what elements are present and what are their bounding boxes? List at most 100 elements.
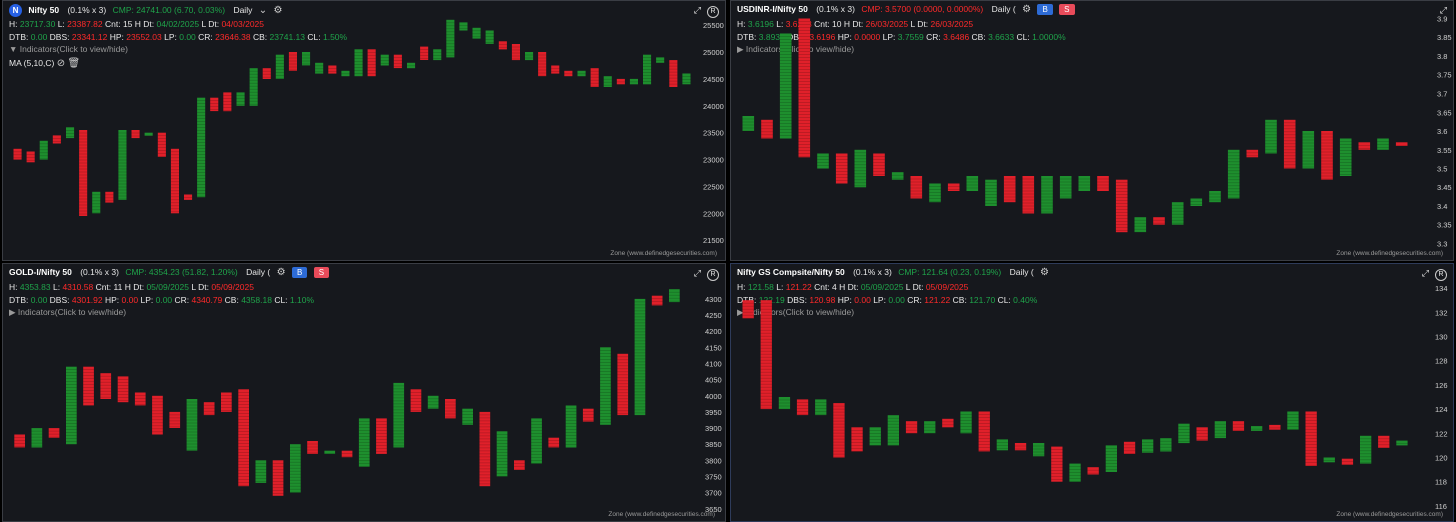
brick-up [324, 450, 336, 454]
y-tick-label: 3.8 [1437, 52, 1447, 61]
reset-icon[interactable]: R [707, 269, 719, 281]
cmp: CMP: 4354.23 (51.82, 1.20%) [125, 267, 238, 277]
brick-up [778, 397, 791, 410]
brick-chart: 3.9 3.85 3.8 3.75 3.7 3.65 3.6 3.55 3.5 3.45 3.4 3.… [742, 15, 1452, 249]
brick-down [761, 119, 773, 139]
brick-up [92, 191, 101, 214]
indicators-toggle[interactable]: ▼ Indicators(Click to view/hide) [9, 44, 128, 54]
panel-controls: ⤢ R [1416, 268, 1447, 281]
brick-down [1123, 441, 1136, 454]
indicators-toggle[interactable]: ▶ Indicators(Click to view/hide) [737, 307, 855, 317]
symbol-title[interactable]: GOLD-I/Nifty 50 [9, 267, 72, 277]
y-tick-label: 126 [1435, 381, 1448, 390]
gear-icon[interactable]: ⚙ [1040, 267, 1050, 278]
gear-icon[interactable]: ⚙ [276, 267, 286, 278]
buy-button[interactable]: B [291, 267, 308, 278]
fullscreen-icon[interactable]: ⤢ [1421, 268, 1429, 278]
chart-panel-usdinr[interactable]: USDINR-I/Nifty 50 (0.1% x 3) CMP: 3.5700… [730, 0, 1454, 261]
sell-button[interactable]: S [313, 267, 330, 278]
brick-up [966, 176, 979, 191]
indicators-toggle[interactable]: ▶ Indicators(Click to view/hide) [9, 307, 127, 317]
y-tick-label: 23500 [703, 129, 724, 138]
chart-panel-gs-composite[interactable]: Nifty GS Compsite/Nifty 50 (0.1% x 3) CM… [730, 263, 1454, 522]
brick-up [186, 399, 198, 451]
y-tick-label: 3.45 [1437, 183, 1452, 192]
brick-up [669, 289, 680, 303]
brick-down [1395, 142, 1408, 146]
brick-down [1022, 176, 1035, 214]
brick-down [651, 295, 663, 306]
brick-up [275, 54, 284, 79]
brick-down [590, 68, 599, 87]
brick-down [100, 373, 112, 399]
brick-up [118, 130, 127, 200]
brick-down [170, 148, 179, 214]
box-size: (0.1% x 3) [853, 267, 892, 277]
brick-down [498, 41, 507, 50]
reset-icon[interactable]: R [707, 6, 719, 18]
trash-icon[interactable]: 🗑 [67, 58, 81, 69]
fullscreen-icon[interactable]: ⤢ [693, 5, 701, 15]
brick-chart: 4300 4250 4200 4150 4100 4050 4000 3950 3900 3850… [14, 289, 722, 514]
y-tick-label: 4050 [705, 376, 722, 385]
brick-up [815, 399, 827, 416]
brick-down [582, 408, 594, 422]
brick-down [1269, 424, 1281, 430]
buy-button[interactable]: B [1037, 4, 1053, 15]
brick-down [910, 176, 923, 199]
brick-up [929, 183, 941, 203]
fullscreen-icon[interactable]: ⤢ [693, 268, 701, 278]
brick-down [669, 60, 678, 87]
brick-down [835, 153, 848, 184]
brick-up [629, 78, 638, 85]
brick-down [48, 428, 60, 438]
brick-chart: 134 132 130 128 126 124 122 120 118 116 [742, 284, 1448, 511]
brick-up [565, 405, 577, 448]
timeframe-select[interactable]: Daily ( [991, 4, 1016, 14]
sell-button[interactable]: S [1059, 4, 1075, 15]
stats-row-1: H: 4353.83 L: 4310.58 Cnt: 11 H Dt: 05/0… [9, 282, 254, 292]
brick-up [1209, 191, 1221, 203]
y-tick-label: 4100 [705, 360, 722, 369]
brick-up [1160, 438, 1172, 452]
brick-up [485, 30, 494, 44]
brick-down [13, 148, 22, 160]
brick-down [760, 300, 772, 410]
brick-up [869, 427, 881, 446]
box-size: (0.1% x 3) [67, 4, 107, 15]
chart-panel-gold[interactable]: GOLD-I/Nifty 50 (0.1% x 3) CMP: 4354.23 … [2, 263, 726, 522]
brick-up [682, 73, 691, 85]
brick-down [131, 130, 140, 139]
gear-icon[interactable]: ⚙ [273, 4, 283, 16]
timeframe-select[interactable]: Daily [233, 4, 253, 15]
brick-up [66, 127, 75, 139]
chevron-down-icon[interactable]: ⌄ [258, 4, 268, 16]
brick-down [238, 389, 249, 487]
ma-indicator[interactable]: MA (5,10,C) ⊘ 🗑 [9, 58, 81, 69]
brick-down [905, 421, 918, 434]
timeframe-select[interactable]: Daily ( [246, 267, 271, 277]
brick-down [262, 68, 271, 79]
brick-up [1069, 463, 1081, 482]
brick-down [564, 70, 573, 77]
y-tick-label: 24500 [703, 75, 724, 84]
symbol-title[interactable]: Nifty GS Compsite/Nifty 50 [737, 267, 845, 277]
symbol-title[interactable]: USDINR-I/Nifty 50 [737, 4, 808, 14]
brick-up [380, 54, 389, 66]
brick-up [924, 421, 936, 434]
brick-up [315, 62, 324, 74]
brick-down [221, 392, 232, 412]
brick-down [947, 183, 960, 191]
gear-icon[interactable]: ⚙ [1022, 4, 1032, 15]
brick-up [459, 22, 468, 31]
timeframe-select[interactable]: Daily ( [1009, 267, 1034, 277]
stats-row-1: H: 23717.30 L: 23387.82 Cnt: 15 H Dt: 04… [9, 19, 264, 29]
fullscreen-icon[interactable]: ⤢ [1439, 5, 1447, 15]
symbol-title[interactable]: Nifty 50 [28, 4, 60, 15]
chart-panel-nifty[interactable]: N Nifty 50 (0.1% x 3) CMP: 24741.00 (6.7… [2, 0, 726, 261]
brick-down [410, 389, 422, 412]
brick-up [446, 19, 455, 58]
eye-off-icon[interactable]: ⊘ [56, 58, 66, 69]
brick-up [525, 52, 534, 61]
reset-icon[interactable]: R [1435, 269, 1447, 281]
